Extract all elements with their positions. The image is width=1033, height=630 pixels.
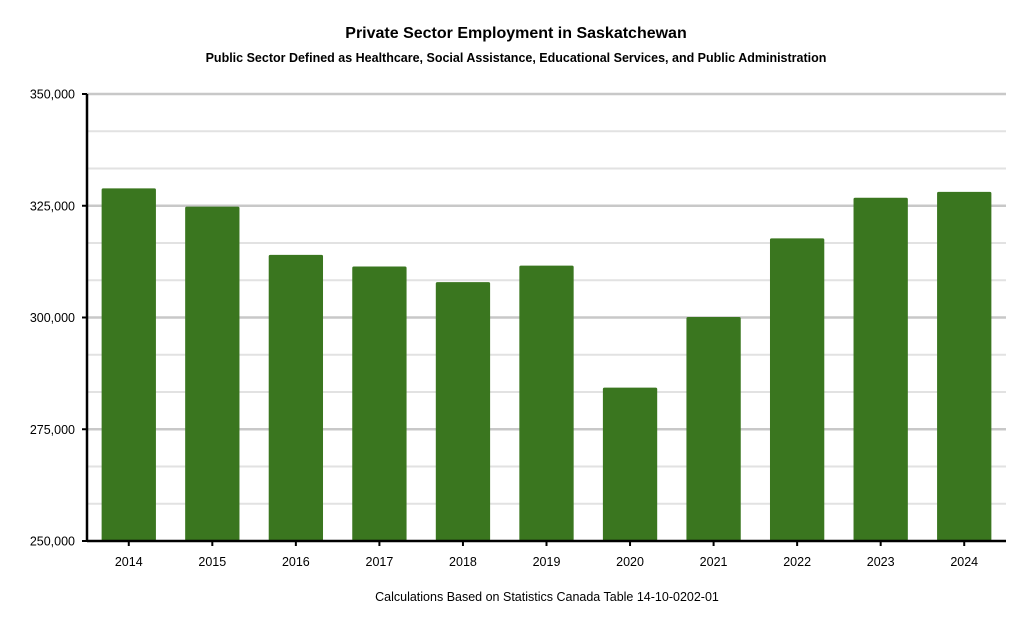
x-tick-label: 2019 — [533, 555, 561, 569]
bar-2017 — [352, 266, 407, 541]
bars — [101, 188, 992, 542]
source-caption: Calculations Based on Statistics Canada … — [375, 590, 719, 604]
x-tick-label: 2016 — [282, 555, 310, 569]
chart-title: Private Sector Employment in Saskatchewa… — [345, 25, 686, 42]
y-tick-label: 275,000 — [30, 423, 75, 437]
bar-2022 — [769, 238, 825, 542]
y-tick-label: 300,000 — [30, 311, 75, 325]
x-tick-label: 2024 — [950, 555, 978, 569]
y-tick-label: 250,000 — [30, 535, 75, 549]
x-tick-label: 2021 — [700, 555, 728, 569]
chart-subtitle: Public Sector Defined as Healthcare, Soc… — [206, 51, 827, 65]
bar-2016 — [268, 254, 324, 542]
y-tick-label: 350,000 — [30, 88, 75, 102]
tick-labels: 250,000 275,000 300,000 325,000 350,000 2014 2… — [30, 88, 978, 570]
x-tick-label: 2015 — [198, 555, 226, 569]
bar-2020 — [602, 387, 658, 541]
x-tick-label: 2014 — [115, 555, 143, 569]
y-tick-label: 325,000 — [30, 199, 75, 213]
bar-2024 — [937, 191, 992, 541]
x-tick-label: 2022 — [783, 555, 811, 569]
bar-2018 — [435, 282, 491, 541]
x-tick-label: 2017 — [366, 555, 394, 569]
bar-2021 — [686, 317, 741, 541]
bar-2023 — [853, 197, 908, 542]
bar-2019 — [519, 265, 574, 541]
x-tick-label: 2018 — [449, 555, 477, 569]
bar-2015 — [185, 206, 240, 542]
bar-2014 — [101, 188, 156, 541]
x-tick-label: 2023 — [867, 555, 895, 569]
x-tick-label: 2020 — [616, 555, 644, 569]
axes — [82, 93, 1006, 546]
